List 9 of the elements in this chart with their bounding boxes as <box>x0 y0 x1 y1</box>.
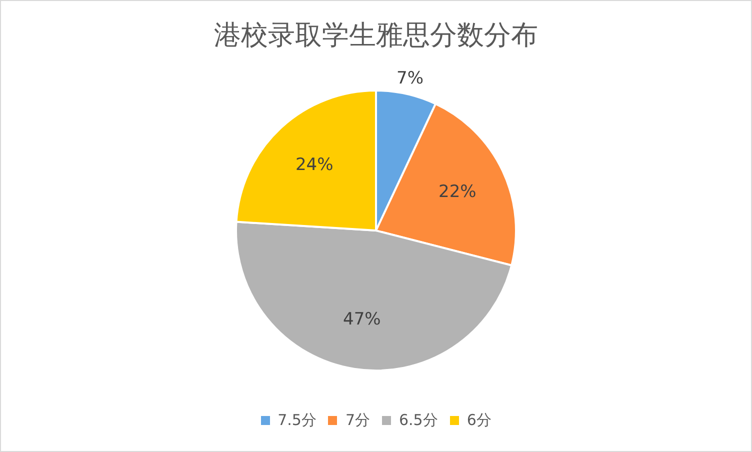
chart-title: 港校录取学生雅思分数分布 <box>213 19 539 52</box>
legend-label: 6.5分 <box>399 411 438 430</box>
legend-label: 7.5分 <box>278 411 316 430</box>
data-label: 7% <box>396 68 424 88</box>
data-label: 47% <box>343 309 381 330</box>
data-label: 22% <box>438 182 476 202</box>
data-label: 24% <box>295 154 334 175</box>
legend-label: 7分 <box>345 411 370 430</box>
legend-label: 6分 <box>466 411 492 430</box>
